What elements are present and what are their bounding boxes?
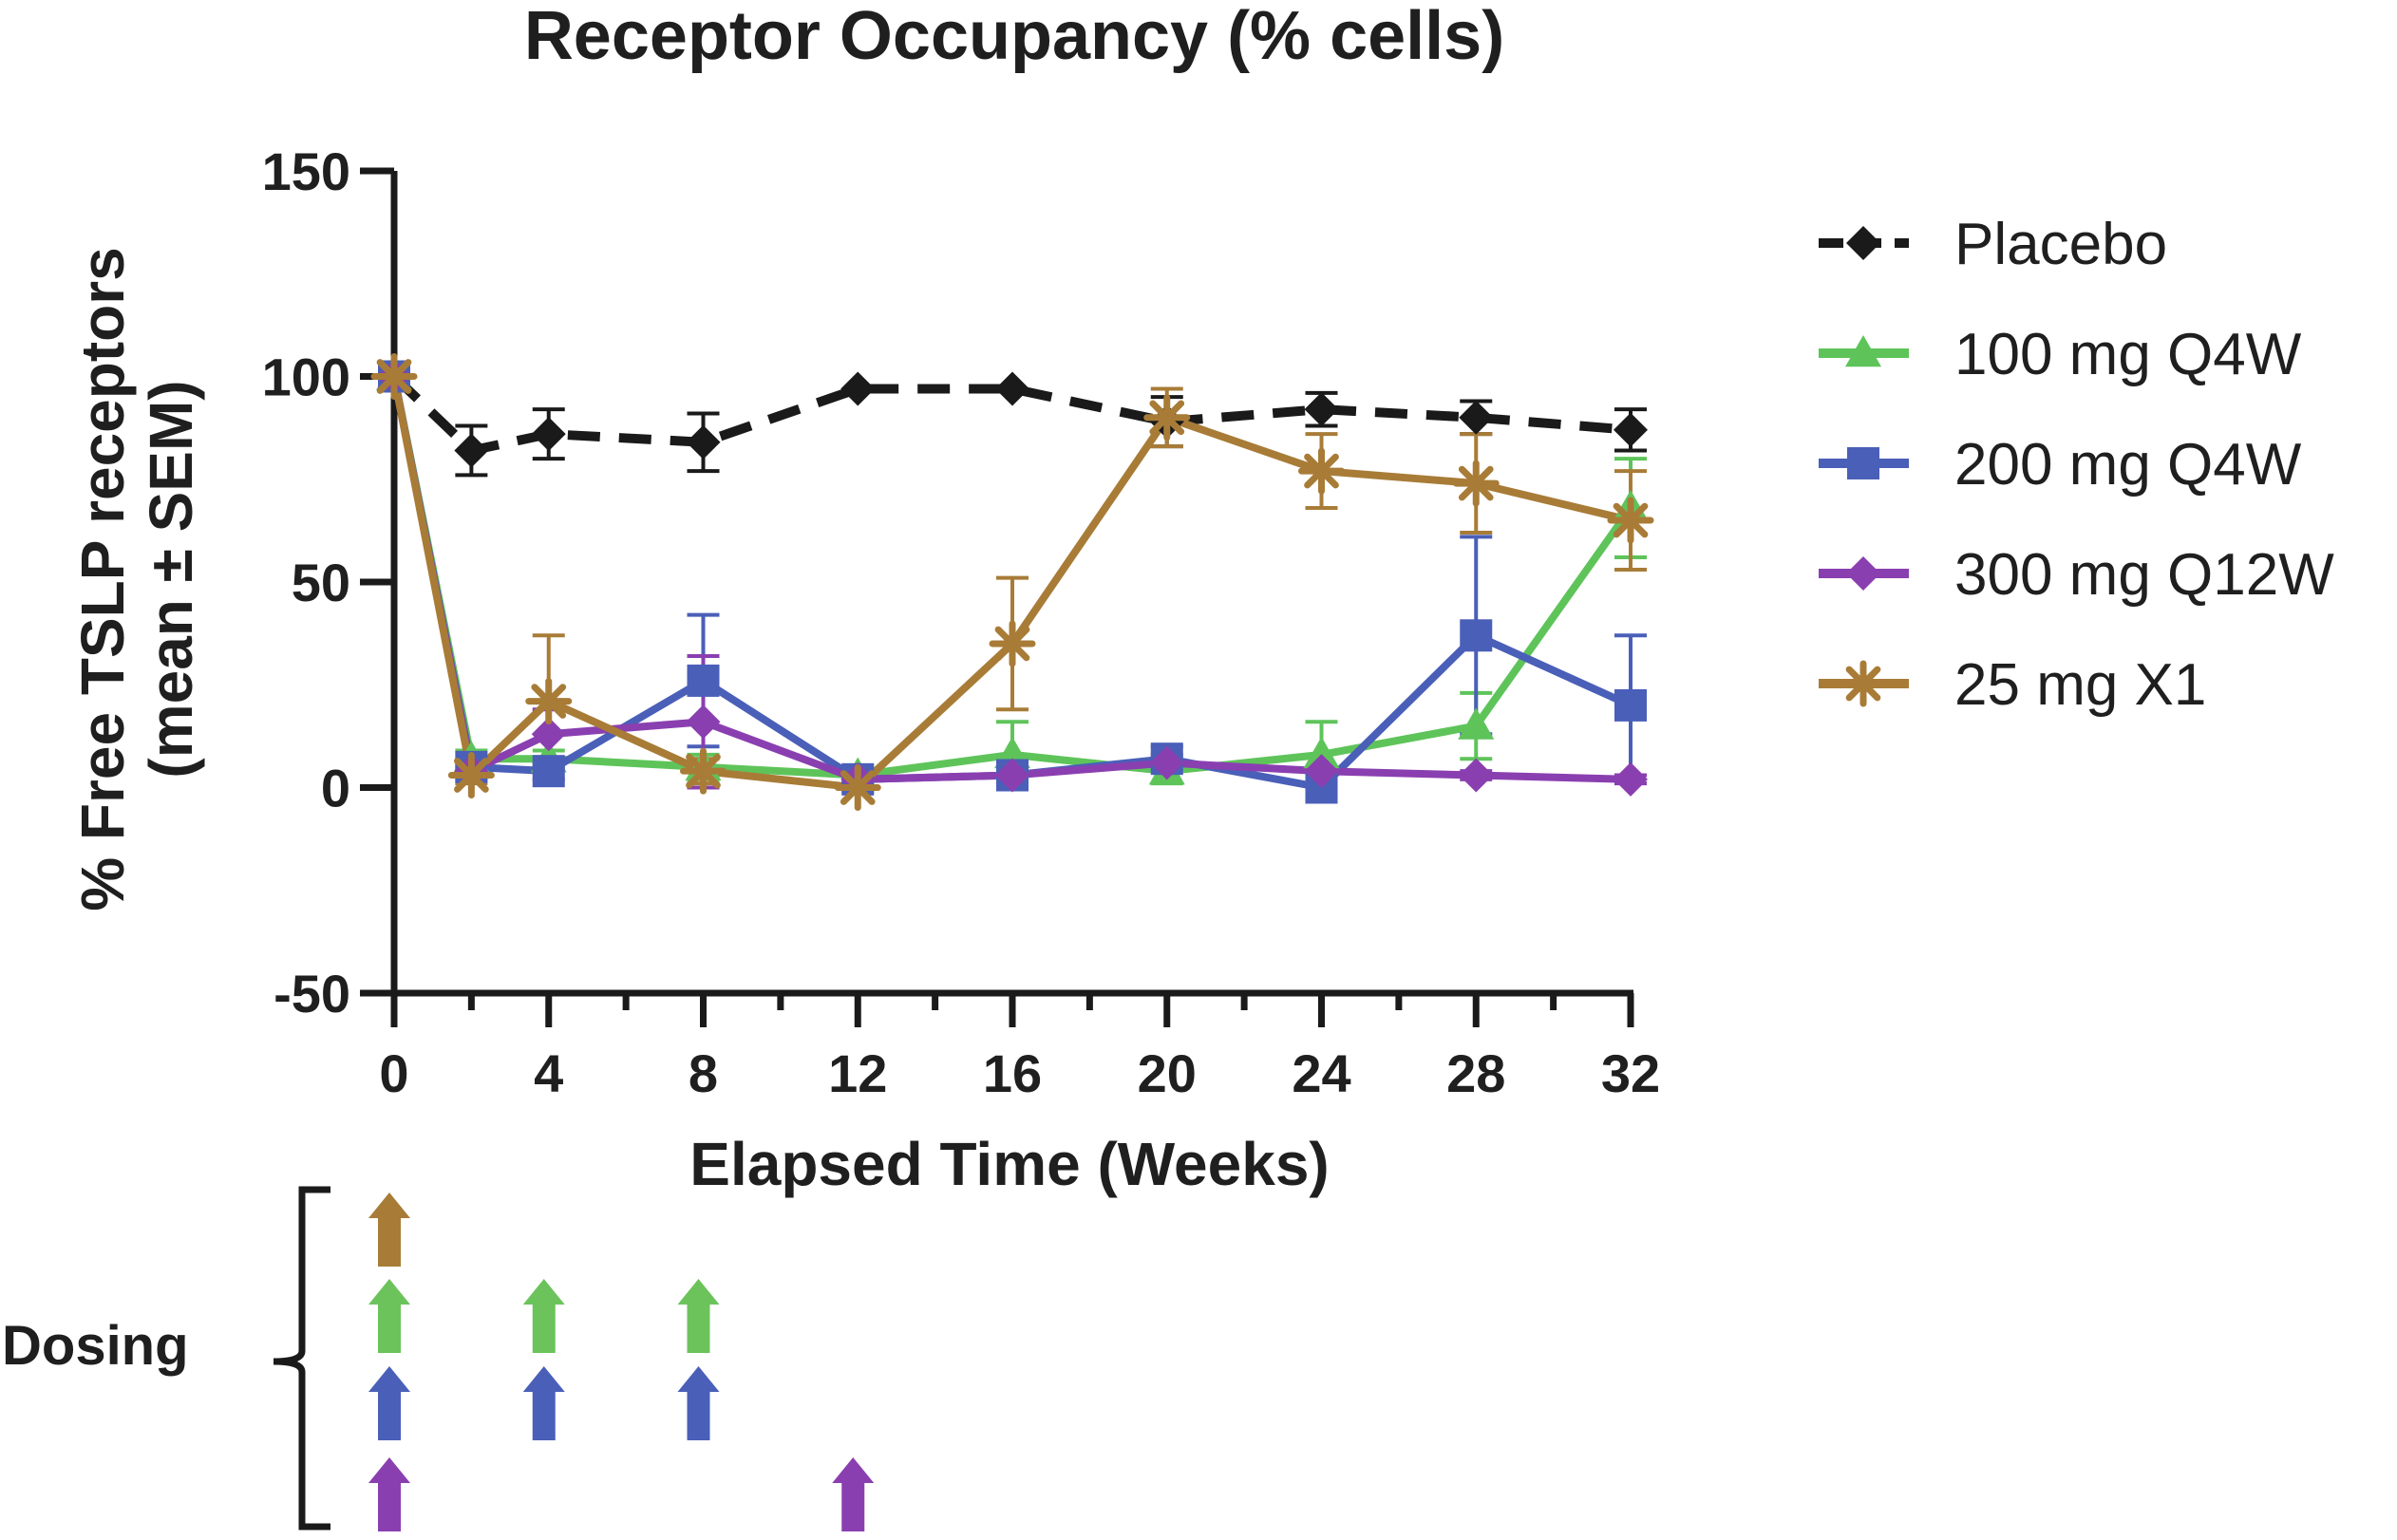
chart-title: Receptor Occupancy (% cells): [524, 0, 1504, 74]
dosing-arrow-100-mg-q4w: [677, 1279, 720, 1353]
data-point-25-mg-x1: [834, 764, 881, 811]
axes: -50 0 50 100 150 0 4 8 12 16 20 24 28 32: [262, 141, 1661, 1103]
dosing-arrow-300-mg-q12w: [368, 1457, 410, 1531]
x-tick-label: 0: [379, 1043, 408, 1103]
asterisk-stroke: [1845, 666, 1881, 702]
data-point-placebo: [531, 417, 566, 452]
data-point-200-mg-q4w: [687, 664, 720, 697]
data-point-300-mg-q12w: [686, 704, 721, 740]
data-point-placebo: [840, 371, 876, 406]
data-point-placebo: [1459, 400, 1494, 435]
asterisk-stroke: [686, 753, 721, 789]
x-axis-label: Elapsed Time (Weeks): [689, 1130, 1329, 1198]
x-tick-label: 16: [983, 1043, 1042, 1103]
legend-label-25-mg-x1: 25 mg X1: [1954, 652, 2206, 718]
dosing-arrow-200-mg-q4w: [522, 1366, 565, 1440]
data-point-100-mg-q4w: [1458, 707, 1495, 740]
data-point-300-mg-q12w: [1459, 758, 1494, 793]
series-line-25-mg-x1: [390, 375, 1632, 792]
data-point-300-mg-q12w: [1614, 761, 1648, 797]
data-point-25-mg-x1: [989, 620, 1036, 667]
series-lines: [390, 372, 1634, 792]
data-point-placebo: [686, 424, 721, 460]
y-axis-label-line1: % Free TSLP receptors: [68, 247, 137, 911]
data-point-placebo: [454, 433, 489, 468]
asterisk-stroke: [531, 684, 567, 719]
legend-marker-200-mg-q4w: [1847, 447, 1879, 479]
data-point-25-mg-x1: [1298, 447, 1345, 495]
data-point-25-mg-x1: [447, 752, 495, 799]
asterisk-stroke: [376, 359, 412, 394]
dosing-panel: Dosing: [2, 1186, 875, 1531]
y-tick-label: 50: [292, 553, 350, 612]
dosing-arrow-200-mg-q4w: [368, 1366, 410, 1440]
y-tick-label: 150: [262, 141, 350, 201]
data-point-300-mg-q12w: [1149, 745, 1184, 780]
y-axis-label-line2: (mean ± SEM): [137, 380, 205, 778]
data-point-300-mg-q12w: [1304, 754, 1339, 789]
data-point-placebo: [1614, 412, 1648, 447]
dosing-brace: [273, 1186, 330, 1531]
x-tick-label: 4: [534, 1043, 563, 1103]
dosing-arrow-100-mg-q4w: [368, 1279, 410, 1353]
y-tick-label: 100: [262, 347, 350, 407]
data-point-25-mg-x1: [370, 353, 418, 400]
x-tick-label: 28: [1446, 1043, 1505, 1103]
x-tick-label: 8: [689, 1043, 718, 1103]
dosing-arrow-100-mg-q4w: [522, 1279, 565, 1353]
y-tick-label: 0: [321, 759, 350, 818]
legend-label-300-mg-q12w: 300 mg Q12W: [1954, 542, 2334, 608]
data-point-placebo: [995, 371, 1029, 406]
dosing-arrow-200-mg-q4w: [677, 1366, 720, 1440]
data-point-200-mg-q4w: [1614, 688, 1647, 722]
asterisk-stroke: [840, 770, 876, 805]
asterisk-stroke: [994, 626, 1030, 662]
series-line-placebo: [390, 372, 1632, 456]
x-tick-label: 20: [1138, 1043, 1197, 1103]
data-point-25-mg-x1: [1143, 394, 1191, 441]
x-tick-label: 32: [1601, 1043, 1660, 1103]
legend-label-placebo: Placebo: [1954, 212, 2167, 277]
data-point-25-mg-x1: [1607, 497, 1654, 544]
series-line-100-mg-q4w: [390, 375, 1634, 779]
legend-marker-300-mg-q12w: [1846, 556, 1880, 591]
legend-marker-placebo: [1846, 226, 1880, 260]
dosing-arrow-300-mg-q12w: [832, 1457, 875, 1531]
legend: Placebo 100 mg Q4W 200 mg Q4W 300 mg Q12W 25…: [1819, 212, 2334, 718]
data-point-300-mg-q12w: [995, 758, 1029, 793]
series-line-300-mg-q12w: [390, 375, 1632, 783]
data-point-100-mg-q4w: [1303, 736, 1340, 769]
x-tick-label: 24: [1292, 1043, 1350, 1103]
dosing-label: Dosing: [2, 1315, 189, 1377]
asterisk-stroke: [1304, 453, 1339, 489]
asterisk-stroke: [1149, 400, 1185, 436]
y-axis-label: % Free TSLP receptors (mean ± SEM): [68, 247, 205, 911]
x-tick-label: 12: [828, 1043, 887, 1103]
data-point-25-mg-x1: [1452, 460, 1500, 507]
legend-marker-100-mg-q4w: [1845, 335, 1881, 367]
asterisk-stroke: [454, 758, 489, 793]
legend-label-100-mg-q4w: 100 mg Q4W: [1954, 322, 2302, 387]
legend-marker-25-mg-x1: [1840, 660, 1887, 707]
data-point-placebo: [1304, 392, 1339, 427]
data-point-25-mg-x1: [525, 678, 573, 725]
dosing-arrow-25-mg-x1: [368, 1193, 410, 1267]
y-tick-label: -50: [274, 964, 350, 1024]
series-markers: [370, 353, 1654, 811]
data-point-200-mg-q4w: [532, 755, 565, 788]
legend-label-200-mg-q4w: 200 mg Q4W: [1954, 432, 2302, 498]
data-point-300-mg-q12w: [531, 717, 566, 752]
data-point-25-mg-x1: [680, 747, 727, 795]
data-point-200-mg-q4w: [1460, 619, 1493, 652]
asterisk-stroke: [1458, 465, 1494, 501]
asterisk-stroke: [1613, 502, 1649, 538]
